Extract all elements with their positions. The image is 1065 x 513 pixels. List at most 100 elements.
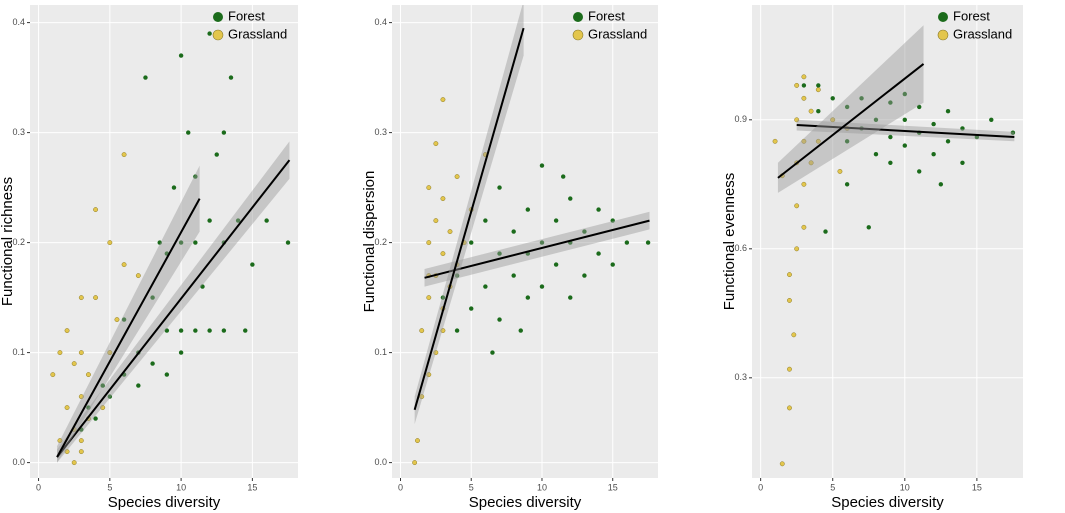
point [64,328,70,334]
point [801,83,807,88]
point [945,109,951,114]
y-tick-label: 0.1 [12,347,25,357]
point [844,104,850,110]
point [490,350,495,355]
point [873,152,879,157]
y-axis-title: Functional dispersion [361,171,378,313]
x-tick-label: 5 [469,482,474,492]
point [250,262,255,267]
point [440,251,446,257]
plot-area [772,25,1016,467]
point [610,218,615,223]
x-tick-label: 10 [176,482,186,492]
point [801,74,807,80]
legend-swatch [937,29,949,41]
point [78,438,84,444]
legend-label: Grassland [588,26,647,41]
point [207,328,212,333]
fit-line [56,198,201,458]
point [426,372,432,378]
plot-area [50,31,291,466]
point [844,139,850,144]
point [93,295,99,301]
legend-label: Forest [228,8,265,23]
point [808,160,814,166]
point [823,229,828,234]
point [787,297,792,303]
point [568,196,573,201]
point [64,405,70,411]
point [497,317,502,322]
point [469,306,474,311]
x-axis-title: Species diversity [831,494,944,511]
point [121,262,127,268]
point [801,181,807,187]
panel: 0 5 10 15 0.0 0.1 0.2 0.3 0.4 Species diversity Fu… [0,5,298,511]
point [228,75,234,80]
point [794,117,800,123]
point [511,273,516,278]
point [931,121,936,127]
point [135,273,141,279]
fit-line [413,27,525,411]
point [989,117,994,123]
fit-line [777,63,925,179]
point [71,460,77,466]
y-tick-label: 0.4 [12,17,25,27]
point [419,394,425,400]
y-tick-label: 0.3 [734,372,747,382]
point [511,229,516,234]
point [960,126,965,131]
point [596,251,601,256]
legend-swatch [938,12,948,22]
y-tick-label: 0.2 [12,237,25,247]
point [454,273,460,278]
y-tick-label: 0.0 [12,457,25,467]
point [85,372,91,378]
y-tick-label: 0.0 [374,457,387,467]
x-axis-title: Species diversity [469,494,582,511]
plot-area [412,5,651,466]
point [285,240,291,245]
point [426,240,432,246]
point [78,295,84,301]
point [1010,130,1016,135]
point [433,218,439,224]
point [815,87,821,93]
point [454,328,460,333]
point [837,168,843,174]
point [801,95,807,101]
point [415,438,420,444]
point [426,295,432,301]
point [888,100,893,105]
point [78,350,84,356]
point [645,240,651,245]
plot-background [392,5,658,478]
point [440,97,446,103]
point [772,138,778,144]
point [164,328,170,333]
x-tick-label: 5 [830,482,835,492]
point [114,317,120,323]
point [518,328,523,333]
point [539,163,545,168]
point [193,240,198,245]
confidence-band [777,25,924,193]
point [568,295,573,300]
point [193,328,198,333]
point [264,218,269,223]
point [582,229,587,234]
y-tick-label: 0.2 [374,237,387,247]
point [221,130,227,135]
fit-line [56,159,291,458]
point [945,139,951,144]
point [93,416,98,421]
point [830,96,835,101]
panel: 0 5 10 15 0.0 0.1 0.2 0.3 0.4 Species diversity Fu… [361,5,658,511]
point [157,240,162,245]
y-tick-label: 0.1 [374,347,387,357]
point [136,383,141,388]
point [808,108,814,114]
point [553,262,559,267]
point [412,460,418,466]
